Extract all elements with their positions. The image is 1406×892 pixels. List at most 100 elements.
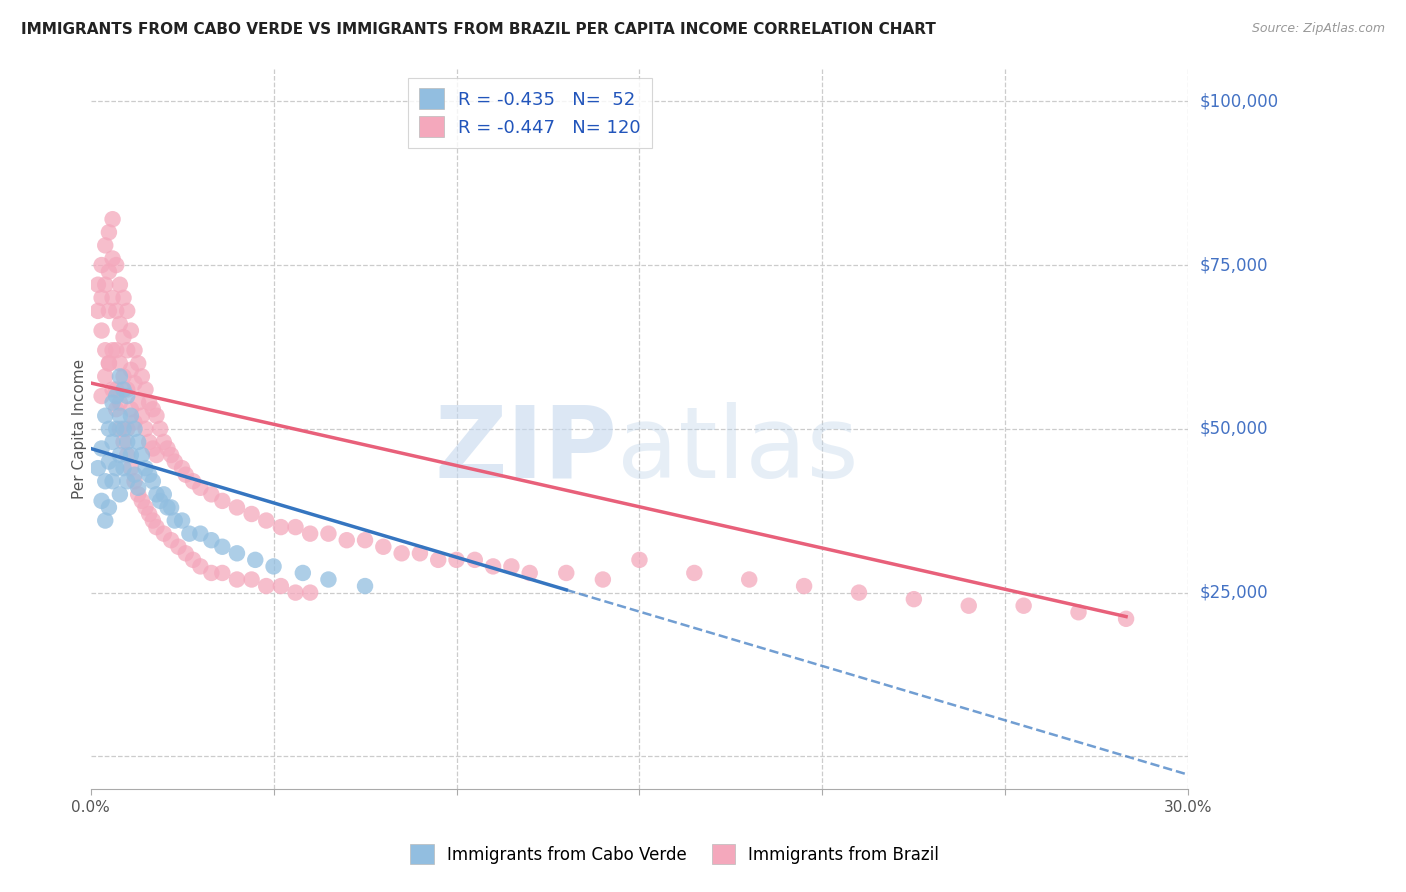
Point xyxy=(240,507,263,521)
Point xyxy=(142,442,165,456)
Point xyxy=(97,264,120,278)
Point xyxy=(138,507,160,521)
Point xyxy=(163,514,186,528)
Point xyxy=(115,475,138,489)
Point xyxy=(105,258,128,272)
Point xyxy=(318,526,340,541)
Point xyxy=(446,553,468,567)
Point xyxy=(127,481,149,495)
Point xyxy=(131,448,153,462)
Point xyxy=(152,526,174,541)
Point xyxy=(120,461,142,475)
Point xyxy=(120,448,142,462)
Point xyxy=(152,434,174,449)
Point xyxy=(156,442,179,456)
Point xyxy=(190,481,212,495)
Point xyxy=(115,434,138,449)
Point xyxy=(354,533,377,548)
Point xyxy=(127,395,149,409)
Point xyxy=(108,487,131,501)
Point xyxy=(373,540,395,554)
Text: $100,000: $100,000 xyxy=(1199,92,1278,111)
Point xyxy=(115,343,138,358)
Point xyxy=(270,579,292,593)
Legend: R = -0.435   N=  52, R = -0.447   N= 120: R = -0.435 N= 52, R = -0.447 N= 120 xyxy=(408,78,652,148)
Point xyxy=(131,369,153,384)
Point xyxy=(284,585,307,599)
Point xyxy=(97,454,120,468)
Point xyxy=(101,291,124,305)
Point xyxy=(138,467,160,482)
Point xyxy=(87,304,110,318)
Point xyxy=(124,343,146,358)
Point xyxy=(149,422,172,436)
Point xyxy=(291,566,314,580)
Point xyxy=(263,559,285,574)
Point xyxy=(174,546,197,560)
Point xyxy=(299,526,322,541)
Point xyxy=(181,553,204,567)
Point xyxy=(112,461,135,475)
Point xyxy=(142,402,165,417)
Point xyxy=(683,566,706,580)
Point xyxy=(94,475,117,489)
Point xyxy=(156,500,179,515)
Point xyxy=(163,454,186,468)
Point xyxy=(101,343,124,358)
Point xyxy=(97,500,120,515)
Point xyxy=(200,566,222,580)
Point xyxy=(124,415,146,429)
Text: ZIP: ZIP xyxy=(434,402,617,499)
Point xyxy=(848,585,870,599)
Point xyxy=(409,546,432,560)
Point xyxy=(957,599,980,613)
Point xyxy=(124,376,146,390)
Point xyxy=(115,448,138,462)
Point xyxy=(124,467,146,482)
Text: $25,000: $25,000 xyxy=(1199,583,1268,601)
Point xyxy=(112,291,135,305)
Point xyxy=(97,304,120,318)
Point xyxy=(138,434,160,449)
Point xyxy=(145,487,167,501)
Point xyxy=(145,520,167,534)
Point xyxy=(738,573,761,587)
Point xyxy=(391,546,413,560)
Text: atlas: atlas xyxy=(617,402,859,499)
Point xyxy=(90,324,112,338)
Point xyxy=(97,356,120,370)
Point xyxy=(592,573,614,587)
Point xyxy=(127,434,149,449)
Point xyxy=(793,579,815,593)
Point xyxy=(105,422,128,436)
Point xyxy=(94,343,117,358)
Point xyxy=(108,356,131,370)
Point xyxy=(190,526,212,541)
Point xyxy=(90,258,112,272)
Point xyxy=(94,514,117,528)
Point xyxy=(108,395,131,409)
Point xyxy=(108,369,131,384)
Point xyxy=(87,277,110,292)
Text: Source: ZipAtlas.com: Source: ZipAtlas.com xyxy=(1251,22,1385,36)
Point xyxy=(105,304,128,318)
Point xyxy=(200,533,222,548)
Point xyxy=(464,553,486,567)
Point xyxy=(101,395,124,409)
Point xyxy=(134,500,156,515)
Point xyxy=(284,520,307,534)
Point xyxy=(555,566,578,580)
Point xyxy=(87,461,110,475)
Point xyxy=(211,494,233,508)
Point xyxy=(519,566,541,580)
Point xyxy=(108,409,131,423)
Point xyxy=(226,573,249,587)
Point xyxy=(1012,599,1035,613)
Point xyxy=(131,409,153,423)
Point xyxy=(318,573,340,587)
Point xyxy=(211,566,233,580)
Point xyxy=(1067,605,1090,619)
Y-axis label: Per Capita Income: Per Capita Income xyxy=(72,359,87,499)
Point xyxy=(97,225,120,239)
Point xyxy=(240,573,263,587)
